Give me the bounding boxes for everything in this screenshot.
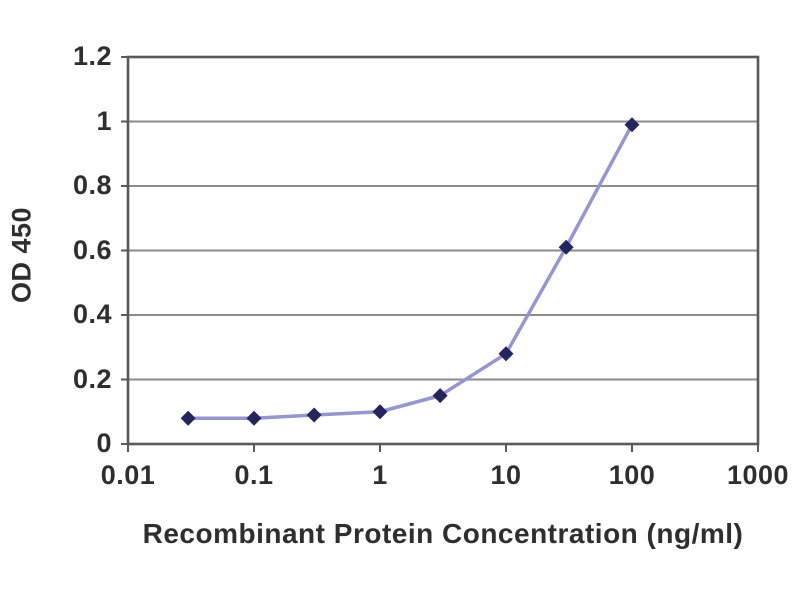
y-tick-label-1: 1 (96, 105, 112, 136)
data-point-marker-3 (432, 388, 448, 404)
y-tick-label-0.6: 0.6 (72, 234, 112, 265)
data-point-marker-100 (624, 117, 640, 133)
y-tick-label-0.2: 0.2 (72, 363, 112, 394)
y-tick-label-0.4: 0.4 (72, 299, 112, 329)
x-tick-label-10: 10 (490, 460, 522, 490)
x-tick-label-1: 1 (372, 460, 388, 490)
plot-frame (126, 55, 760, 446)
data-point-marker-30 (558, 239, 574, 255)
data-point-marker-0.1 (246, 410, 262, 426)
x-tick-label-100: 100 (608, 460, 656, 490)
curve-line (188, 123, 634, 420)
y-tick-label-1.2: 1.2 (72, 41, 112, 71)
data-point-marker-1 (372, 404, 388, 420)
y-axis-title: OD 450 (6, 206, 37, 304)
x-axis-title: Recombinant Protein Concentration (ng/ml… (142, 518, 744, 549)
x-tick-label-1000: 1000 (726, 460, 790, 490)
data-point-marker-0.03 (180, 410, 196, 426)
y-tick-label-0: 0 (96, 428, 112, 458)
y-tick-label-0.8: 0.8 (72, 170, 112, 200)
data-point-marker-10 (498, 346, 514, 362)
x-tick-label-0.01: 0.01 (100, 460, 156, 490)
x-tick-label-0.1: 0.1 (234, 460, 274, 490)
data-point-marker-0.3 (306, 407, 322, 423)
